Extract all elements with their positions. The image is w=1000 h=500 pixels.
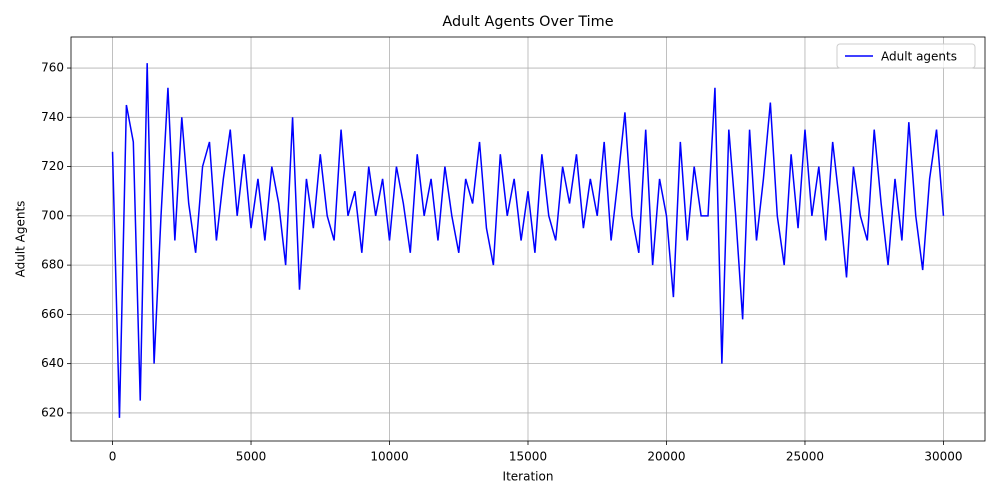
y-tick-label: 760: [41, 61, 64, 75]
line-series: [111, 63, 945, 418]
x-tick-label: 10000: [370, 450, 408, 464]
legend-label: Adult agents: [881, 50, 957, 64]
x-tick-label: 5000: [236, 450, 267, 464]
x-tick-label: 20000: [647, 450, 685, 464]
y-tick-label: 720: [41, 159, 64, 173]
y-tick-label: 740: [41, 110, 64, 124]
legend-box: [836, 43, 976, 69]
y-tick-label: 640: [41, 356, 64, 370]
y-tick-label: 680: [41, 258, 64, 272]
y-tick-label: 620: [41, 405, 64, 419]
y-tick-label: 660: [41, 307, 64, 321]
y-axis-label: Adult Agents: [14, 201, 28, 278]
x-tick-label: 30000: [924, 450, 962, 464]
y-tick-label: 700: [41, 208, 64, 222]
x-tick-label: 0: [109, 450, 117, 464]
plot-frame: [70, 36, 986, 442]
x-axis-label: Iteration: [503, 470, 554, 484]
x-tick-label: 25000: [786, 450, 824, 464]
x-tick-label: 15000: [509, 450, 547, 464]
chart-title: Adult Agents Over Time: [442, 14, 613, 30]
